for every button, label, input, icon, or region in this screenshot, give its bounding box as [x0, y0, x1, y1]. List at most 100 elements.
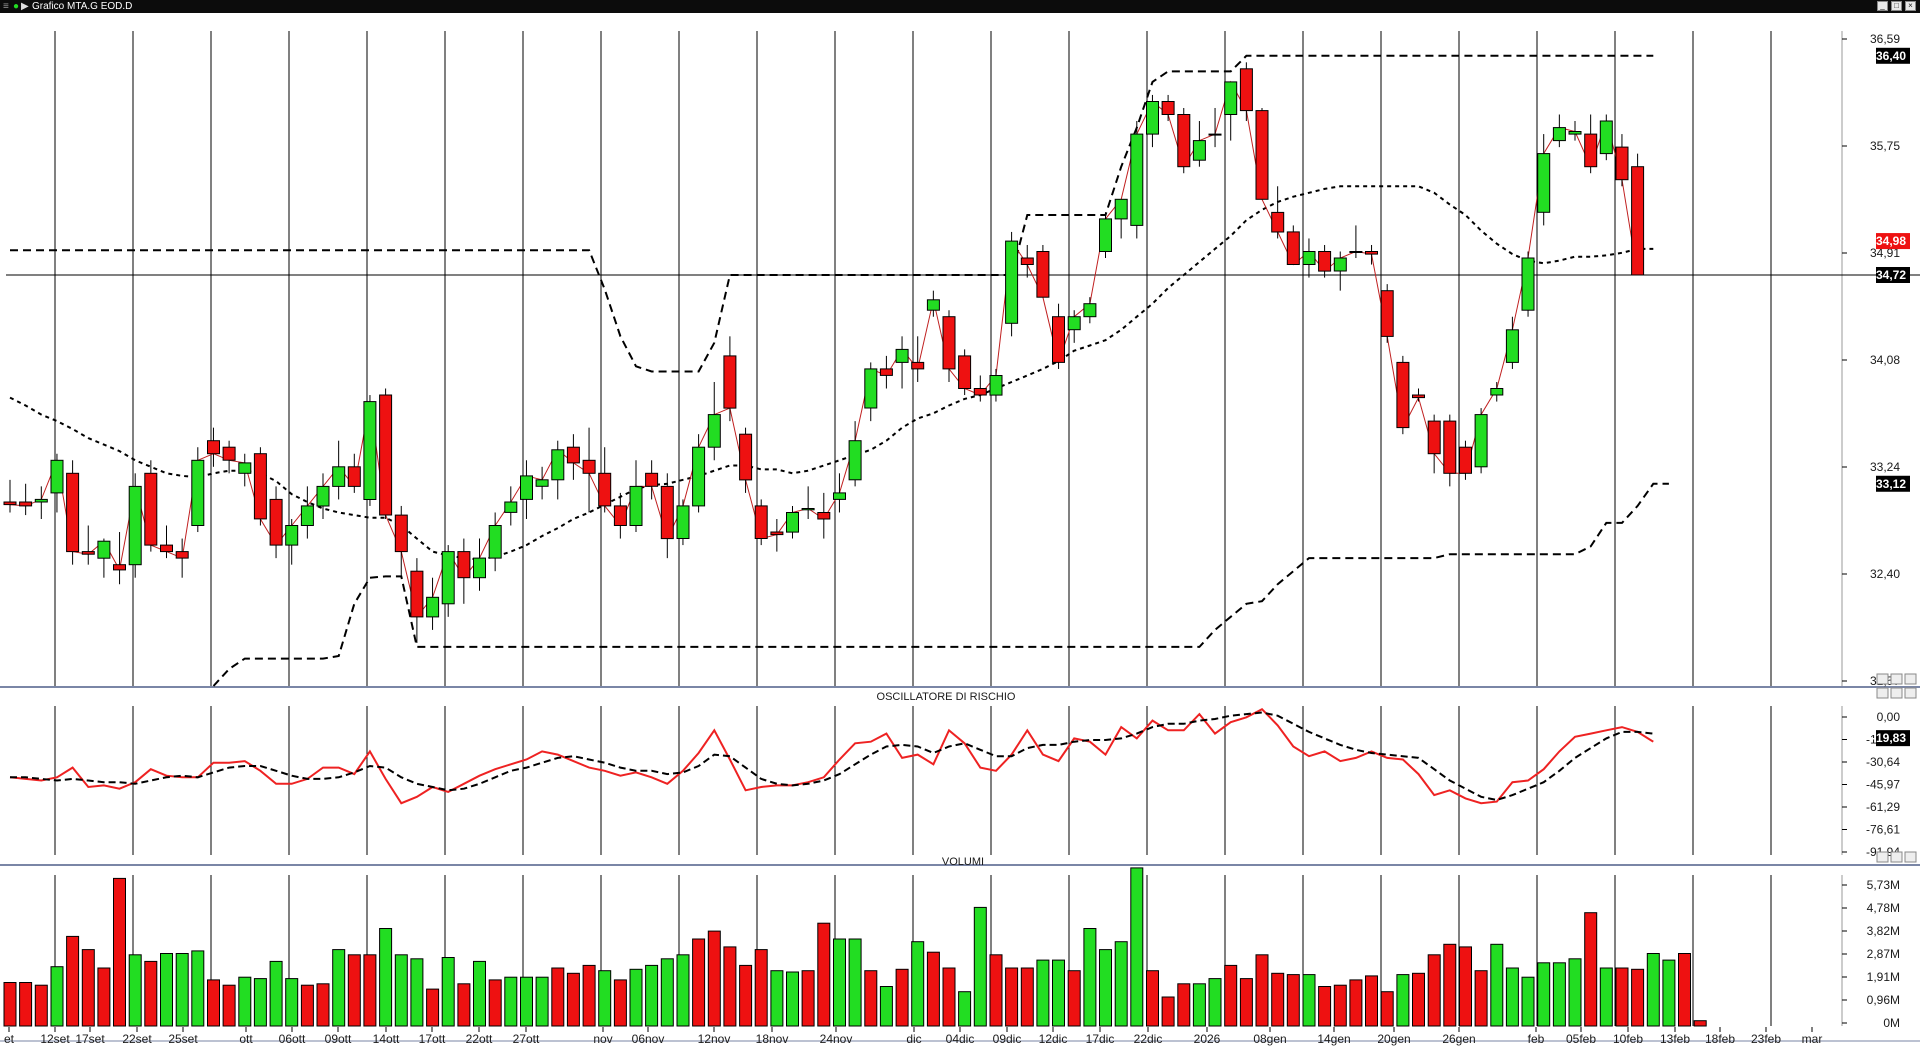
candle-63[interactable] [989, 368, 1003, 402]
candle-78[interactable] [1224, 81, 1238, 141]
candle-26[interactable] [410, 558, 424, 643]
candle-55[interactable] [864, 362, 878, 422]
candle-46[interactable] [723, 336, 737, 422]
candle-67[interactable] [1052, 303, 1065, 369]
candle-11[interactable] [175, 538, 189, 578]
candle-56[interactable] [879, 355, 893, 389]
candle-14[interactable] [222, 440, 236, 474]
candle-21[interactable] [332, 440, 346, 500]
candle-40[interactable] [629, 460, 643, 533]
candle-77[interactable] [1208, 107, 1222, 148]
candle-18[interactable] [285, 518, 299, 565]
candle-83[interactable] [1302, 238, 1316, 278]
candle-17[interactable] [269, 486, 283, 559]
candle-23[interactable] [363, 395, 377, 506]
candle-3[interactable] [50, 453, 64, 513]
candle-74[interactable] [1161, 94, 1175, 122]
candle-100[interactable] [1568, 121, 1582, 141]
candle-97[interactable] [1521, 251, 1535, 317]
candle-89[interactable] [1396, 355, 1410, 435]
close-button[interactable]: × [1905, 1, 1916, 11]
candle-43[interactable] [676, 499, 690, 546]
candle-73[interactable] [1146, 94, 1159, 148]
candle-12[interactable] [191, 447, 205, 533]
candle-94[interactable] [1474, 408, 1488, 474]
candle-38[interactable] [598, 447, 612, 513]
candle-35[interactable] [551, 440, 565, 500]
candle-10[interactable] [160, 525, 173, 559]
candle-20[interactable] [316, 473, 330, 519]
candle-9[interactable] [144, 460, 158, 552]
candle-13[interactable] [207, 427, 220, 467]
candle-82[interactable] [1286, 225, 1300, 265]
candle-65[interactable] [1020, 244, 1034, 278]
candle-79[interactable] [1239, 62, 1253, 122]
candle-1[interactable] [19, 483, 33, 516]
candle-42[interactable] [660, 473, 674, 559]
candle-51[interactable] [801, 486, 815, 519]
candle-27[interactable] [426, 577, 440, 630]
candle-34[interactable] [535, 466, 549, 500]
maximize-button[interactable]: □ [1891, 1, 1902, 11]
candle-54[interactable] [848, 421, 862, 487]
candle-53[interactable] [833, 473, 846, 513]
candle-41[interactable] [645, 460, 659, 500]
candle-44[interactable] [692, 434, 706, 513]
candle-85[interactable] [1333, 251, 1347, 291]
candle-71[interactable] [1114, 198, 1128, 239]
candle-99[interactable] [1552, 114, 1566, 148]
candle-28[interactable] [441, 545, 455, 617]
candle-86[interactable] [1349, 225, 1363, 259]
candle-61[interactable] [958, 349, 972, 396]
candle-90[interactable] [1412, 388, 1425, 402]
candle-8[interactable] [128, 473, 142, 578]
candle-30[interactable] [473, 538, 486, 591]
vol-panel-control-2[interactable] [1904, 851, 1917, 863]
window-title-bar[interactable]: ≡ ● ▶ Grafico MTA.G EOD.D _ □ × [0, 0, 1920, 13]
candle-76[interactable] [1192, 121, 1206, 167]
candle-36[interactable] [566, 434, 580, 480]
candle-95[interactable] [1490, 381, 1504, 402]
candle-50[interactable] [786, 505, 799, 539]
candle-5[interactable] [81, 525, 95, 565]
vol-panel-control-1[interactable] [1890, 851, 1903, 863]
osc-panel-control-0[interactable] [1876, 687, 1889, 699]
price-panel-control-1[interactable] [1890, 673, 1903, 685]
stock-chart[interactable]: 36,5935,7534,9134,0833,2432,4031,570,00-… [0, 13, 1920, 1048]
candle-101[interactable] [1584, 114, 1598, 174]
price-panel-control-2[interactable] [1904, 673, 1917, 685]
candle-25[interactable] [394, 505, 408, 578]
candle-0[interactable] [3, 479, 17, 513]
candle-80[interactable] [1255, 107, 1269, 200]
candle-93[interactable] [1459, 440, 1472, 480]
candle-24[interactable] [379, 388, 393, 519]
candle-75[interactable] [1177, 107, 1191, 174]
candle-64[interactable] [1005, 231, 1019, 337]
candle-103[interactable] [1615, 134, 1629, 187]
candle-96[interactable] [1505, 316, 1519, 369]
candle-66[interactable] [1036, 244, 1050, 298]
candle-81[interactable] [1271, 186, 1285, 239]
candle-69[interactable] [1083, 297, 1097, 324]
candle-58[interactable] [911, 336, 925, 382]
candle-4[interactable] [66, 460, 80, 565]
candle-59[interactable] [926, 290, 940, 317]
candle-87[interactable] [1365, 244, 1378, 265]
candle-2[interactable] [34, 486, 48, 519]
play-icon[interactable]: ▶ [21, 1, 29, 12]
candle-98[interactable] [1537, 134, 1551, 226]
osc-panel-control-2[interactable] [1904, 687, 1917, 699]
candle-91[interactable] [1427, 414, 1441, 474]
candle-33[interactable] [520, 460, 533, 519]
candle-104[interactable] [1631, 153, 1645, 276]
candle-102[interactable] [1599, 114, 1613, 161]
candle-47[interactable] [739, 427, 753, 493]
menu-icon[interactable]: ≡ [3, 1, 9, 12]
candle-70[interactable] [1099, 212, 1112, 259]
osc-panel-control-1[interactable] [1890, 687, 1903, 699]
candle-72[interactable] [1130, 121, 1144, 239]
price-panel-control-0[interactable] [1876, 673, 1889, 685]
candle-60[interactable] [942, 310, 956, 382]
candle-29[interactable] [457, 538, 471, 604]
candle-19[interactable] [300, 486, 314, 539]
